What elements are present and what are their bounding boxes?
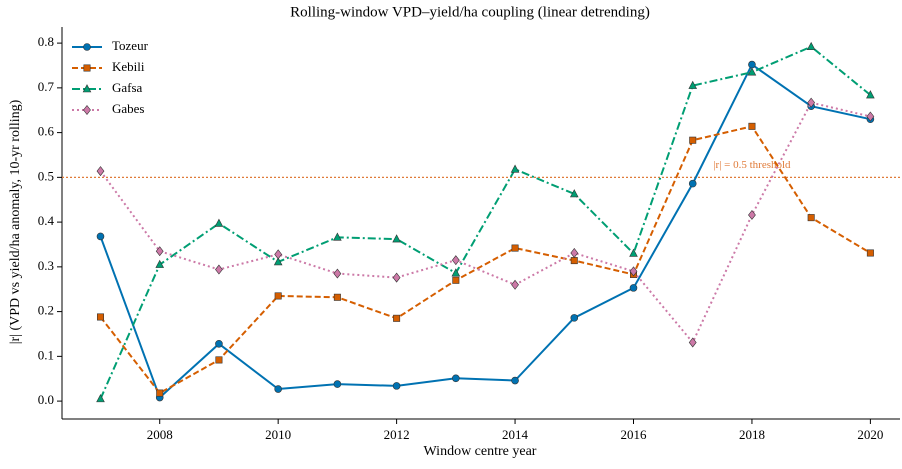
- y-tick-label: 0.8: [38, 34, 54, 49]
- x-tick-label: 2010: [265, 427, 291, 442]
- legend-label: Kebili: [112, 59, 145, 74]
- point: [866, 111, 875, 122]
- point: [747, 67, 757, 76]
- point: [452, 276, 460, 284]
- point: [155, 246, 164, 257]
- point: [274, 385, 282, 393]
- point: [392, 382, 401, 390]
- series-line: [99, 101, 871, 345]
- point: [451, 268, 461, 277]
- point: [866, 249, 874, 257]
- point: [452, 374, 460, 383]
- point: [274, 249, 283, 260]
- point: [629, 266, 638, 277]
- point: [806, 41, 816, 50]
- point: [82, 84, 92, 93]
- y-axis-label: |r| (VPD vs yield/ha anomaly, 10-yr roll…: [8, 99, 23, 344]
- point: [748, 209, 756, 220]
- point: [96, 232, 105, 241]
- y-tick-label: 0.7: [38, 79, 55, 94]
- point: [96, 394, 105, 403]
- point: [155, 259, 165, 268]
- point: [96, 313, 104, 321]
- point: [511, 244, 519, 252]
- point: [748, 122, 756, 130]
- point: [333, 232, 342, 241]
- x-tick-label: 2008: [147, 427, 173, 442]
- y-tick-label: 0.6: [38, 124, 55, 139]
- series-line: [99, 63, 871, 400]
- point: [392, 272, 401, 283]
- series-line: [99, 45, 872, 400]
- legend-label: Gabes: [112, 101, 145, 116]
- x-tick-label: 2020: [857, 427, 883, 442]
- legend-label: Gafsa: [112, 80, 143, 95]
- point: [510, 164, 520, 173]
- point: [688, 179, 697, 188]
- y-tick-label: 0.3: [38, 258, 54, 273]
- point: [83, 43, 91, 51]
- point: [569, 189, 579, 198]
- point: [688, 337, 697, 348]
- point: [748, 60, 756, 69]
- point: [511, 376, 519, 385]
- point: [333, 380, 342, 388]
- y-tick-label: 0.0: [38, 392, 54, 407]
- point: [83, 64, 91, 72]
- point: [156, 389, 164, 397]
- y-tick-label: 0.5: [38, 168, 54, 183]
- point: [215, 340, 223, 348]
- point: [96, 166, 105, 177]
- x-tick-label: 2014: [502, 427, 529, 442]
- point: [451, 255, 460, 266]
- legend-label: Tozeur: [112, 38, 149, 53]
- x-tick-label: 2016: [620, 427, 647, 442]
- point: [807, 97, 816, 108]
- point: [570, 314, 579, 322]
- y-tick-label: 0.4: [38, 213, 55, 228]
- point: [807, 214, 815, 222]
- point: [688, 80, 698, 89]
- x-tick-label: 2012: [384, 427, 410, 442]
- point: [511, 279, 519, 290]
- chart-title: Rolling-window VPD–yield/ha coupling (li…: [290, 4, 650, 20]
- point: [629, 248, 638, 257]
- y-tick-label: 0.2: [38, 303, 54, 318]
- point: [629, 284, 638, 292]
- point: [866, 90, 875, 99]
- point: [274, 292, 282, 300]
- threshold-label: |r| = 0.5 threshold: [713, 159, 791, 171]
- point: [215, 356, 223, 364]
- x-axis-label: Window centre year: [424, 444, 537, 459]
- point: [392, 234, 401, 243]
- y-tick-label: 0.1: [38, 347, 54, 362]
- point: [83, 105, 91, 115]
- point: [570, 247, 579, 258]
- point: [333, 293, 341, 301]
- point: [570, 257, 578, 265]
- point: [393, 314, 401, 322]
- point: [214, 218, 224, 227]
- series-line: [99, 125, 871, 395]
- point: [215, 264, 223, 275]
- point: [273, 257, 283, 266]
- point: [689, 136, 697, 144]
- point: [333, 268, 342, 279]
- x-tick-label: 2018: [739, 427, 765, 442]
